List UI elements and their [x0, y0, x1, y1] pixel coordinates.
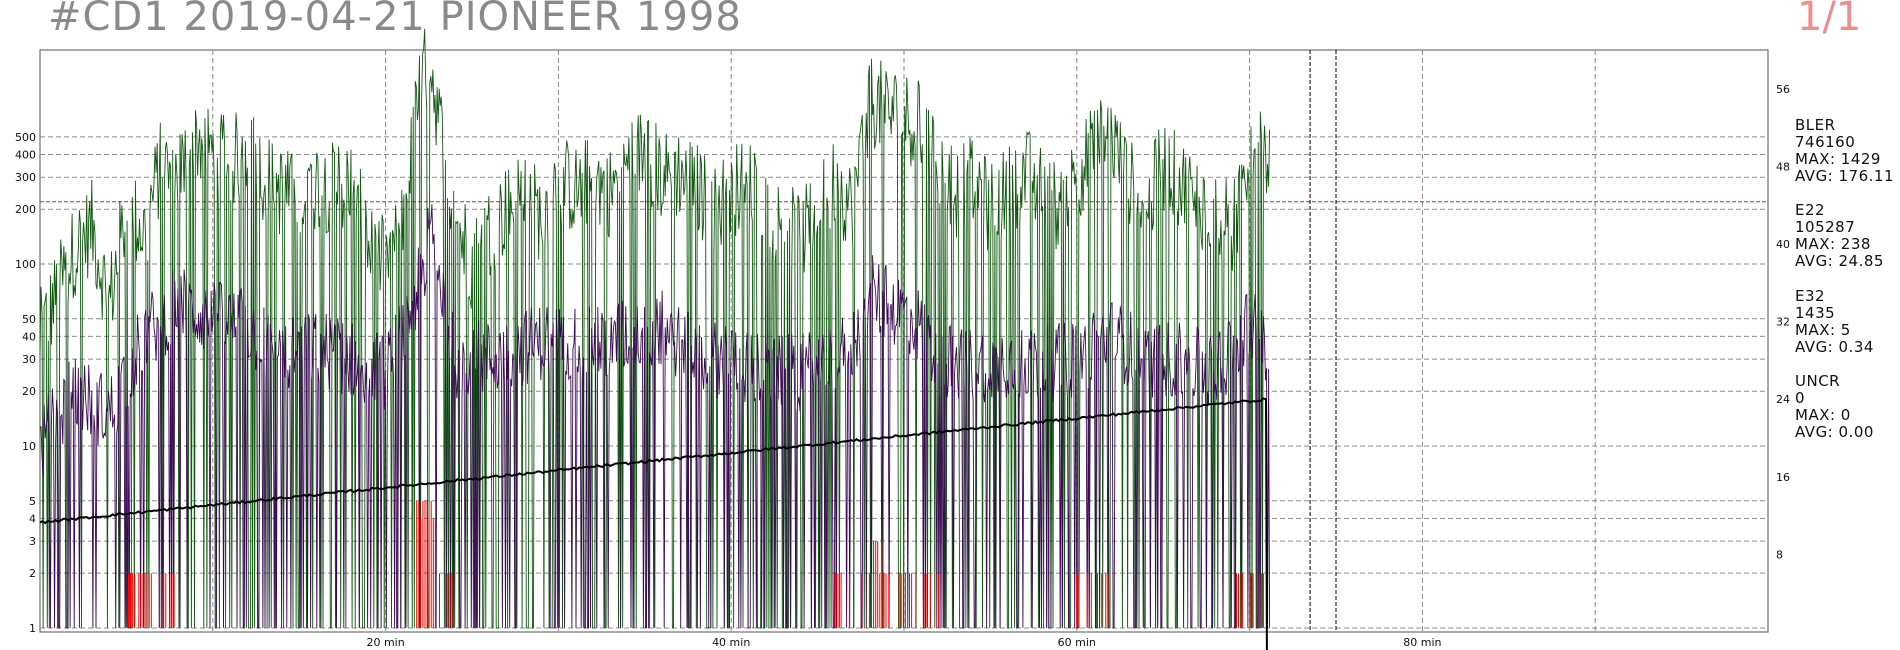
series-e32 — [128, 500, 1264, 628]
stat-name: BLER — [1795, 116, 1836, 134]
stat-total: 105287 — [1795, 218, 1856, 236]
y-tick-label: 4 — [29, 512, 36, 525]
stat-total: 746160 — [1795, 133, 1856, 151]
series-bler-line — [39, 28, 1271, 629]
y-tick-label: 5 — [29, 495, 36, 508]
stat-block-e32: E32 1435 MAX: 5 AVG: 0.34 — [1795, 288, 1874, 356]
stat-name: E22 — [1795, 201, 1826, 219]
y-tick-label: 40 — [22, 330, 36, 343]
stat-total: 1435 — [1795, 304, 1836, 322]
page-indicator: 1/1 — [1797, 0, 1862, 40]
y-tick-label: 500 — [15, 131, 36, 144]
y-tick-label: 10 — [22, 440, 36, 453]
x-axis-ticks: 20 min 40 min 60 min 80 min — [366, 636, 1441, 649]
x-tick-label: 80 min — [1403, 636, 1441, 649]
series-speed-line — [39, 397, 1268, 650]
y2-tick-label: 48 — [1776, 160, 1790, 173]
series-e22 — [39, 204, 1271, 629]
y-tick-label: 30 — [22, 353, 36, 366]
stat-total: 0 — [1795, 389, 1806, 407]
stat-name: E32 — [1795, 287, 1826, 305]
y2-tick-label: 16 — [1776, 471, 1790, 484]
stat-avg: AVG: 24.85 — [1795, 252, 1884, 270]
stat-max: MAX: 238 — [1795, 235, 1871, 253]
y-axis-ticks: 1 2 3 4 5 10 20 30 40 50 100 200 300 400 500 — [15, 131, 36, 635]
y-tick-label: 20 — [22, 385, 36, 398]
stat-block-bler: BLER 746160 MAX: 1429 AVG: 176.11 — [1795, 117, 1894, 185]
y-tick-label: 3 — [29, 535, 36, 548]
y2-tick-label: 40 — [1776, 238, 1790, 251]
y-tick-label: 200 — [15, 203, 36, 216]
series-speed — [39, 397, 1268, 650]
y2-axis-ticks: 8 16 24 32 40 48 56 — [1776, 83, 1790, 562]
series-e32-line — [128, 500, 1264, 628]
stat-max: MAX: 5 — [1795, 321, 1851, 339]
y-tick-label: 50 — [22, 313, 36, 326]
x-tick-label: 40 min — [712, 636, 750, 649]
y2-tick-label: 8 — [1776, 548, 1783, 561]
stat-avg: AVG: 0.00 — [1795, 423, 1874, 441]
x-tick-label: 20 min — [366, 636, 404, 649]
y2-tick-label: 56 — [1776, 83, 1790, 96]
y-tick-label: 300 — [15, 171, 36, 184]
y2-tick-label: 24 — [1776, 393, 1790, 406]
stat-block-uncr: UNCR 0 MAX: 0 AVG: 0.00 — [1795, 373, 1874, 441]
y-tick-label: 1 — [29, 622, 36, 635]
stat-name: UNCR — [1795, 372, 1841, 390]
stat-max: MAX: 1429 — [1795, 150, 1881, 168]
y-tick-label: 100 — [15, 258, 36, 271]
stat-block-e22: E22 105287 MAX: 238 AVG: 24.85 — [1795, 202, 1884, 270]
stat-avg: AVG: 0.34 — [1795, 338, 1874, 356]
series-e22-line — [39, 204, 1271, 629]
series-bler — [39, 28, 1271, 629]
stat-max: MAX: 0 — [1795, 406, 1851, 424]
y2-tick-label: 32 — [1776, 316, 1790, 329]
page-title: #CD1 2019-04-21 PIONEER 1998 — [48, 0, 742, 40]
y-tick-label: 2 — [29, 567, 36, 580]
x-tick-label: 60 min — [1058, 636, 1096, 649]
y-tick-label: 400 — [15, 148, 36, 161]
stat-avg: AVG: 176.11 — [1795, 167, 1894, 185]
